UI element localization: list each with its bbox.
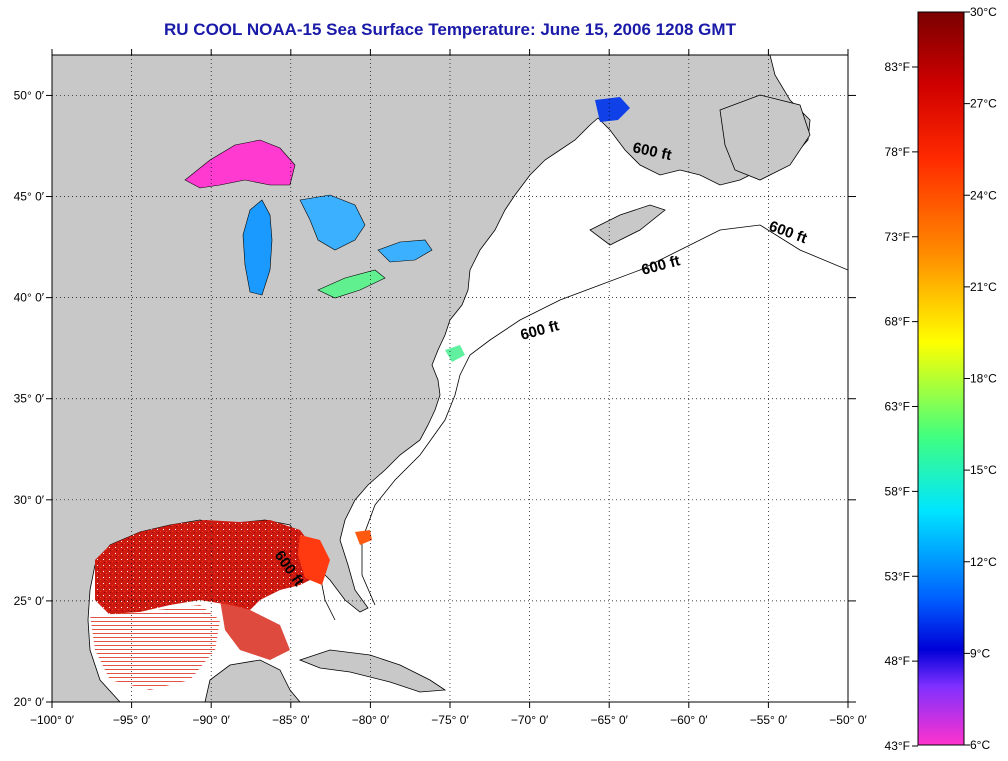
y-tick-label: 20° 0′ (14, 695, 45, 709)
colorbar-fahrenheit-labels: 83°F 78°F 73°F 68°F 63°F 58°F 53°F 48°F 43°F (885, 60, 918, 753)
x-tick-label: −90° 0′ (192, 713, 230, 727)
colorbar-celsius-label: 12°C (970, 555, 997, 569)
colorbar-fahrenheit-label: 53°F (885, 569, 910, 583)
lake-ontario (377, 239, 433, 263)
colorbar-celsius-label: 24°C (970, 188, 997, 202)
sst-chesapeake (445, 345, 465, 362)
lake-michigan (242, 199, 273, 296)
y-tick-label: 30° 0′ (14, 493, 45, 507)
y-tick-label: 25° 0′ (14, 594, 45, 608)
colorbar-celsius-label: 15°C (970, 463, 997, 477)
y-tick-label: 45° 0′ (14, 190, 45, 204)
colorbar-fahrenheit-label: 83°F (885, 60, 910, 74)
sst-gulf-warm (95, 520, 320, 615)
colorbar-celsius-label: 18°C (970, 372, 997, 386)
colorbar-fahrenheit-label: 78°F (885, 145, 910, 159)
sst-gulf-streaks (90, 605, 220, 690)
x-tick-label: −75° 0′ (431, 713, 469, 727)
colorbar-celsius-label: 21°C (970, 280, 997, 294)
cuba (298, 649, 447, 693)
lake-huron (299, 194, 366, 251)
colorbar-fahrenheit-label: 48°F (885, 654, 910, 668)
lake-erie (317, 269, 386, 299)
x-axis: −100° 0′ −95° 0′ −90° 0′ −85° 0′ −80° 0′ −75°… (30, 49, 867, 727)
lake-superior (184, 139, 296, 189)
x-tick-label: −60° 0′ (670, 713, 708, 727)
colorbar-fahrenheit-label: 73°F (885, 230, 910, 244)
x-tick-label: −55° 0′ (750, 713, 788, 727)
colorbar-fahrenheit-label: 68°F (885, 315, 910, 329)
y-tick-label: 35° 0′ (14, 392, 45, 406)
colorbar-celsius-label: 9°C (970, 646, 990, 660)
shelf-contour (361, 224, 848, 606)
y-tick-label: 40° 0′ (14, 291, 45, 305)
sst-gulf-patchy (220, 600, 290, 660)
y-axis: 20° 0′ 25° 0′ 30° 0′ 35° 0′ 40° 0′ 45° 0′ 50° … (14, 88, 856, 709)
colorbar (917, 11, 965, 746)
sst-florida-gulf (298, 535, 330, 585)
x-tick-label: −85° 0′ (272, 713, 310, 727)
page-title: RU COOL NOAA-15 Sea Surface Temperature:… (164, 20, 736, 39)
x-tick-label: −95° 0′ (113, 713, 151, 727)
sst-gulfstream-spot (355, 530, 372, 545)
x-tick-label: −70° 0′ (511, 713, 549, 727)
sst-st-lawrence-cold (595, 97, 630, 122)
colorbar-fahrenheit-label: 58°F (885, 484, 910, 498)
x-tick-label: −80° 0′ (352, 713, 390, 727)
colorbar-celsius-label: 6°C (970, 738, 990, 752)
colorbar-fahrenheit-label: 43°F (885, 739, 910, 753)
colorbar-fahrenheit-label: 63°F (885, 400, 910, 414)
nova-scotia (589, 204, 666, 246)
x-tick-label: −50° 0′ (829, 713, 867, 727)
colorbar-celsius-labels: 30°C 27°C 24°C 21°C 18°C 15°C 12°C 9°C 6°C (964, 5, 997, 752)
newfoundland (719, 94, 811, 181)
colorbar-celsius-label: 30°C (970, 5, 997, 19)
yucatan (204, 659, 301, 702)
colorbar-celsius-label: 27°C (970, 97, 997, 111)
x-tick-label: −100° 0′ (30, 713, 75, 727)
x-tick-label: −65° 0′ (590, 713, 628, 727)
map-area (52, 55, 848, 702)
y-tick-label: 50° 0′ (14, 88, 45, 102)
